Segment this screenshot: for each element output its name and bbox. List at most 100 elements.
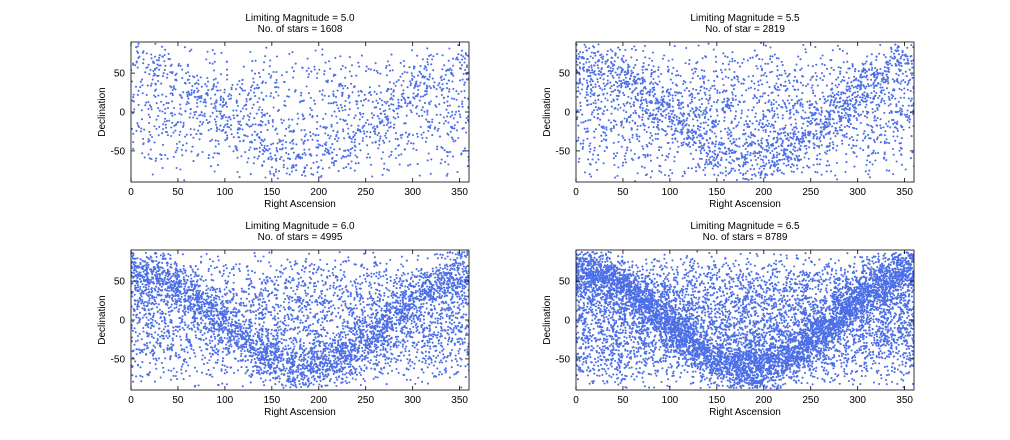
star-point <box>380 157 383 160</box>
star-point <box>767 134 770 137</box>
star-point <box>148 116 151 119</box>
star-point <box>786 132 789 135</box>
star-point <box>588 144 591 147</box>
star-point <box>255 86 258 89</box>
star-point <box>353 141 356 144</box>
star-point <box>163 120 166 123</box>
star-point <box>266 112 269 115</box>
star-point <box>190 93 193 96</box>
star-point <box>157 94 160 97</box>
star-point <box>613 60 616 63</box>
star-point <box>825 145 828 149</box>
star-point <box>803 134 806 137</box>
star-point <box>801 74 804 78</box>
star-point <box>295 164 298 167</box>
star-point <box>841 49 844 52</box>
star-point <box>903 92 906 95</box>
star-point <box>812 142 815 145</box>
star-point <box>234 145 237 148</box>
star-point <box>818 123 821 126</box>
star-point <box>340 106 343 109</box>
star-point <box>203 112 206 115</box>
star-point <box>273 174 276 177</box>
star-point <box>317 134 320 137</box>
star-point <box>281 143 284 146</box>
star-point <box>275 70 278 74</box>
star-point <box>775 163 778 166</box>
star-point <box>847 76 850 80</box>
star-point <box>614 107 617 110</box>
star-point <box>619 106 622 109</box>
star-point <box>634 111 637 114</box>
star-point <box>731 93 734 96</box>
star-point <box>612 99 615 102</box>
star-point <box>702 146 705 149</box>
star-point <box>855 77 858 80</box>
star-point <box>760 69 763 72</box>
star-point <box>443 149 446 152</box>
star-point <box>800 171 804 174</box>
star-point <box>160 154 163 157</box>
star-point <box>873 141 876 144</box>
star-point <box>625 149 628 152</box>
star-point <box>775 147 778 150</box>
star-point <box>780 74 783 77</box>
star-point <box>353 149 356 152</box>
star-point <box>659 118 662 122</box>
star-point <box>286 357 289 360</box>
star-point <box>901 104 904 107</box>
star-point <box>798 148 802 151</box>
star-point <box>409 80 412 83</box>
star-point <box>360 90 363 93</box>
star-point <box>877 82 880 85</box>
star-point <box>723 98 726 101</box>
star-point <box>162 123 165 126</box>
star-point <box>788 81 791 85</box>
star-point <box>712 142 715 145</box>
star-point <box>389 98 392 101</box>
star-point <box>649 131 652 135</box>
star-point <box>161 45 164 48</box>
star-point <box>728 152 731 155</box>
star-point <box>847 143 850 147</box>
star-point <box>825 152 828 155</box>
star-point <box>265 46 268 49</box>
star-point <box>144 324 147 327</box>
star-point <box>157 107 160 110</box>
star-point <box>182 121 185 124</box>
star-point <box>745 178 748 181</box>
star-point <box>344 76 347 79</box>
star-point <box>823 102 826 105</box>
star-point <box>235 114 239 117</box>
star-point <box>793 150 797 153</box>
star-point <box>376 71 379 74</box>
star-point <box>282 166 285 169</box>
star-point <box>596 80 599 83</box>
star-point <box>633 88 636 91</box>
star-point <box>202 121 205 124</box>
star-point <box>783 69 786 72</box>
star-point <box>864 69 867 72</box>
star-point <box>448 90 451 93</box>
x-tick-label: 200 <box>755 187 772 198</box>
star-point <box>830 99 833 102</box>
star-point <box>350 137 353 141</box>
star-point <box>465 66 468 69</box>
star-point <box>651 90 654 93</box>
star-point <box>857 113 860 116</box>
star-point <box>671 94 674 97</box>
star-point <box>787 160 790 163</box>
star-point <box>151 173 154 176</box>
star-point <box>442 122 446 125</box>
star-point <box>606 49 609 53</box>
star-point <box>302 115 305 118</box>
star-point <box>767 159 770 162</box>
star-point <box>610 130 613 133</box>
star-point <box>585 61 588 64</box>
star-point <box>307 67 310 70</box>
star-point <box>407 140 410 143</box>
star-point <box>896 135 899 138</box>
star-point <box>904 168 907 171</box>
star-point <box>839 70 842 73</box>
star-point <box>636 92 639 95</box>
